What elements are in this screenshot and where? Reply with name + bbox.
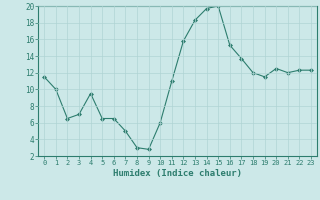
X-axis label: Humidex (Indice chaleur): Humidex (Indice chaleur) <box>113 169 242 178</box>
